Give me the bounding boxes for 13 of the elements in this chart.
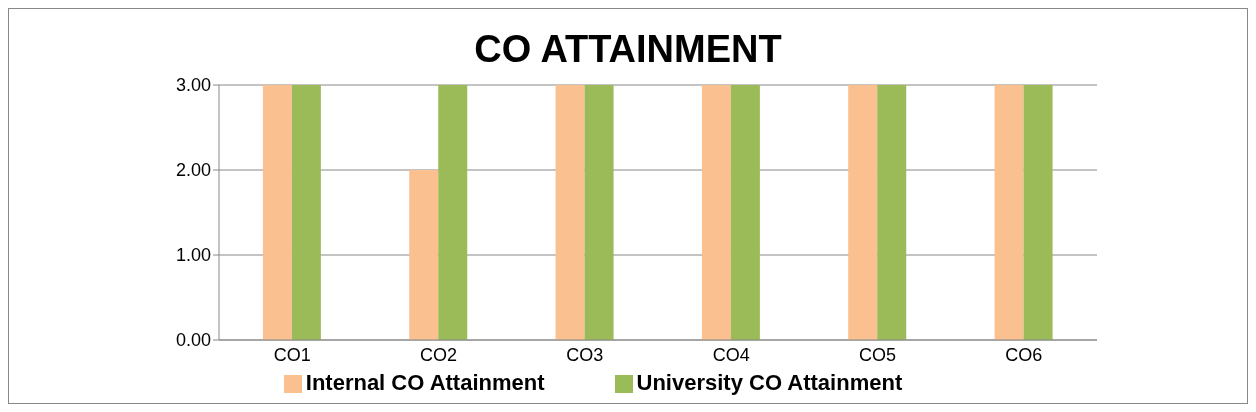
x-tick-label: CO2 — [419, 344, 458, 365]
x-tick-label: CO1 — [273, 344, 311, 365]
x-tick-label: CO4 — [712, 344, 750, 365]
y-tick-label: 3.00 — [175, 75, 211, 96]
y-tick-label: 0.00 — [175, 330, 211, 351]
x-tick-label: CO5 — [858, 344, 897, 365]
y-tick-label: 2.00 — [175, 160, 211, 181]
chart-title: CO ATTAINMENT — [473, 27, 783, 72]
legend-label: University CO Attainment — [636, 370, 903, 395]
y-tick-label: 1.00 — [175, 245, 211, 266]
x-tick-label: CO3 — [566, 344, 604, 365]
legend-label: Internal CO Attainment — [305, 370, 545, 395]
x-tick-label: CO6 — [1005, 344, 1043, 365]
